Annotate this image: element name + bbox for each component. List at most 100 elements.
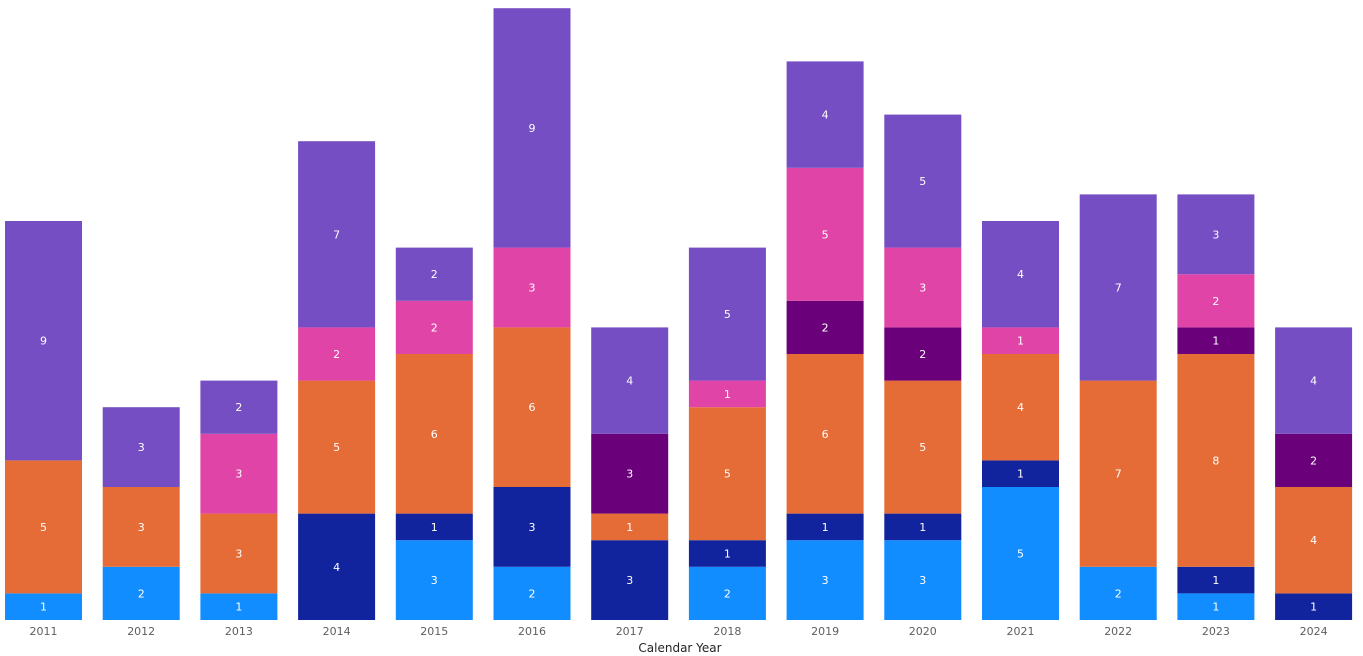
bar-segment-2012-s2[interactable] (102, 487, 180, 567)
bar-segment-2016-s2[interactable] (493, 327, 571, 487)
data-label-2024-s1: 1 (1310, 601, 1317, 614)
bar-segment-2018-s0[interactable] (688, 566, 766, 620)
bar-segment-2016-s0[interactable] (493, 566, 571, 620)
bar-segment-2013-s2[interactable] (200, 513, 278, 594)
bar-segment-2023-s3[interactable] (1177, 327, 1255, 354)
bar-segment-2020-s3[interactable] (884, 327, 962, 381)
bar-segment-2019-s4[interactable] (786, 167, 864, 301)
bar-segment-2019-s0[interactable] (786, 540, 864, 620)
data-label-2020-s2: 5 (919, 441, 926, 454)
data-label-2021-s4: 1 (1017, 335, 1024, 348)
bar-segment-2024-s5[interactable] (1275, 327, 1353, 434)
data-label-2019-s5: 4 (822, 109, 829, 122)
bar-segment-2021-s4[interactable] (982, 327, 1059, 354)
bar-segment-2014-s5[interactable] (298, 141, 376, 328)
bar-segment-2024-s3[interactable] (1275, 433, 1353, 487)
bar-segment-2018-s2[interactable] (688, 407, 766, 541)
bar-segment-2023-s5[interactable] (1177, 194, 1255, 275)
bar-segment-2018-s4[interactable] (688, 380, 766, 408)
bar-segment-2011-s5[interactable] (5, 221, 82, 461)
bar-segment-2020-s1[interactable] (884, 513, 962, 541)
bar-segment-2021-s5[interactable] (982, 221, 1059, 328)
x-tick-label-2024: 2024 (1300, 625, 1328, 638)
bar-segment-2023-s0[interactable] (1177, 593, 1255, 620)
x-axis-ticks: 2011 2012 2013 2014 2015 2016 2017 2018 2019 2020… (30, 625, 1328, 638)
bar-segment-2014-s4[interactable] (298, 327, 376, 381)
bar-segment-2022-s5[interactable] (1079, 194, 1157, 381)
data-label-2012-s5: 3 (138, 441, 145, 454)
bar-segment-2019-s3[interactable] (786, 300, 864, 354)
bar-segment-2015-s2[interactable] (395, 354, 473, 514)
data-label-2023-s0: 1 (1212, 601, 1219, 614)
bar-segment-2015-s1[interactable] (395, 513, 473, 541)
data-label-2016-s2: 6 (529, 401, 536, 414)
data-label-2019-s0: 3 (822, 574, 829, 587)
bar-segment-2021-s0[interactable] (982, 487, 1059, 620)
bar-segment-2016-s4[interactable] (493, 247, 571, 328)
bar-segment-2023-s4[interactable] (1177, 274, 1255, 328)
x-tick-label-2018: 2018 (713, 625, 741, 638)
bar-segment-2020-s4[interactable] (884, 247, 962, 328)
x-tick-label-2015: 2015 (420, 625, 448, 638)
data-label-2013-s5: 2 (235, 401, 242, 414)
data-label-2011-s0: 1 (40, 601, 47, 614)
bar-segment-2021-s1[interactable] (982, 460, 1059, 487)
data-label-2020-s3: 2 (919, 348, 926, 361)
bar-segment-2019-s2[interactable] (786, 354, 864, 514)
bar-segment-2014-s2[interactable] (298, 380, 376, 514)
bar-segment-2017-s2[interactable] (591, 513, 669, 541)
bar-segment-2022-s2[interactable] (1079, 380, 1157, 567)
x-tick-label-2019: 2019 (811, 625, 839, 638)
bar-segment-2015-s5[interactable] (395, 247, 473, 301)
bar-segment-2018-s1[interactable] (688, 540, 766, 567)
bar-segment-2024-s2[interactable] (1275, 487, 1353, 594)
bar-segment-2015-s4[interactable] (395, 300, 473, 354)
data-label-2018-s1: 1 (724, 548, 731, 561)
bar-segment-2012-s5[interactable] (102, 407, 180, 487)
bar-segment-2014-s1[interactable] (298, 513, 376, 620)
data-label-2013-s2: 3 (235, 548, 242, 561)
bar-segment-2016-s1[interactable] (493, 487, 571, 567)
bar-segment-2017-s1[interactable] (591, 540, 669, 620)
data-label-2021-s1: 1 (1017, 468, 1024, 481)
data-label-2020-s0: 3 (919, 574, 926, 587)
bar-segment-2020-s0[interactable] (884, 540, 962, 620)
data-label-2015-s1: 1 (431, 521, 438, 534)
data-label-2018-s0: 2 (724, 587, 731, 600)
x-tick-label-2023: 2023 (1202, 625, 1230, 638)
bar-segment-2020-s5[interactable] (884, 114, 962, 248)
data-label-2023-s4: 2 (1212, 295, 1219, 308)
data-label-2017-s5: 4 (626, 375, 633, 388)
bar-segment-2018-s5[interactable] (688, 247, 766, 381)
data-label-2012-s0: 2 (138, 587, 145, 600)
bar-segment-2012-s0[interactable] (102, 566, 180, 620)
bar-segment-2011-s2[interactable] (5, 460, 82, 594)
data-label-2014-s2: 5 (333, 441, 340, 454)
bar-segment-2013-s5[interactable] (200, 380, 278, 434)
bar-segment-2013-s0[interactable] (200, 593, 278, 620)
bar-segment-2021-s2[interactable] (982, 354, 1059, 461)
bar-segment-2023-s2[interactable] (1177, 354, 1255, 567)
bar-segment-2019-s1[interactable] (786, 513, 864, 541)
bar-segment-2011-s0[interactable] (5, 593, 82, 620)
bar-segment-2020-s2[interactable] (884, 380, 962, 514)
bar-segment-2017-s3[interactable] (591, 433, 669, 514)
bar-segment-2023-s1[interactable] (1177, 566, 1255, 594)
x-tick-label-2012: 2012 (127, 625, 155, 638)
data-label-2011-s5: 9 (40, 335, 47, 348)
data-label-2020-s4: 3 (919, 282, 926, 295)
x-tick-label-2016: 2016 (518, 625, 546, 638)
x-tick-label-2021: 2021 (1007, 625, 1035, 638)
bar-segment-2024-s1[interactable] (1275, 593, 1353, 620)
data-label-2021-s2: 4 (1017, 401, 1024, 414)
data-label-2011-s2: 5 (40, 521, 47, 534)
bar-segment-2016-s5[interactable] (493, 8, 571, 248)
bar-segment-2015-s0[interactable] (395, 540, 473, 620)
bar-segment-2022-s0[interactable] (1079, 566, 1157, 620)
bar-segment-2017-s5[interactable] (591, 327, 669, 434)
bar-segment-2019-s5[interactable] (786, 61, 864, 168)
data-label-2018-s4: 1 (724, 388, 731, 401)
data-label-2023-s2: 8 (1212, 454, 1219, 467)
bar-segment-2013-s4[interactable] (200, 433, 278, 514)
